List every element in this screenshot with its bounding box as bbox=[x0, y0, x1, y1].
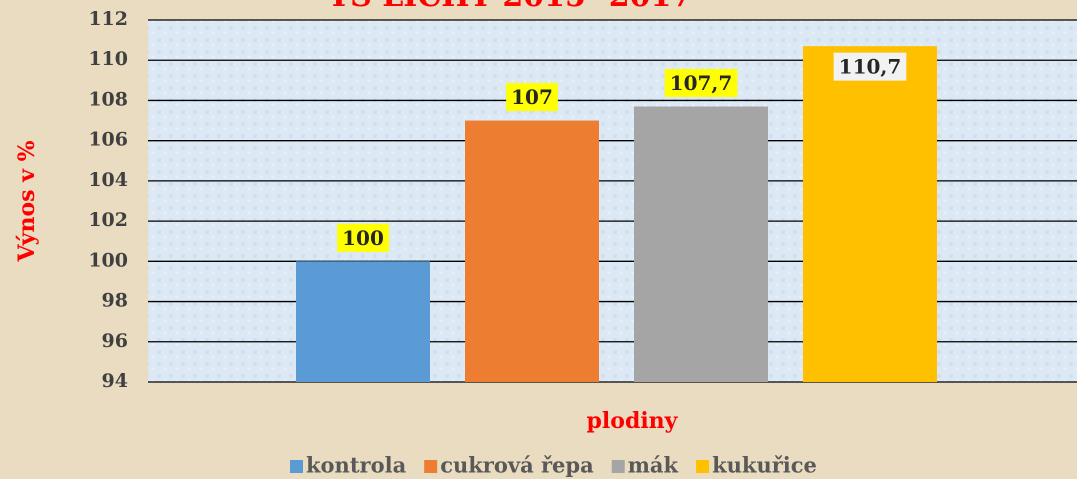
bar bbox=[296, 261, 430, 382]
chart-title: TS LICHT 2015- 2017 bbox=[328, 0, 692, 14]
value-label: 100 bbox=[342, 226, 384, 250]
plot-area bbox=[148, 20, 1077, 382]
y-tick-label: 110 bbox=[88, 48, 128, 70]
legend-label: kontrola bbox=[306, 453, 407, 478]
y-tick-label: 94 bbox=[102, 370, 128, 392]
bar bbox=[465, 120, 599, 383]
legend-label: kukuřice bbox=[712, 453, 817, 478]
y-tick-label: 98 bbox=[102, 290, 128, 312]
y-tick-label: 104 bbox=[88, 169, 128, 191]
y-tick-label: 100 bbox=[88, 249, 128, 271]
legend-label: mák bbox=[628, 453, 679, 478]
y-tick-label: 112 bbox=[88, 8, 128, 30]
y-tick-label: 102 bbox=[88, 209, 128, 231]
legend-swatch bbox=[696, 460, 710, 473]
y-tick-label: 106 bbox=[88, 129, 128, 151]
value-label-bg bbox=[664, 68, 738, 97]
legend-swatch bbox=[611, 460, 625, 473]
value-label: 107 bbox=[511, 85, 553, 109]
value-label-bg bbox=[337, 223, 389, 252]
value-label-bg bbox=[506, 83, 558, 112]
legend-swatch bbox=[424, 460, 438, 473]
y-tick-label: 108 bbox=[88, 88, 128, 110]
value-label-bg bbox=[833, 52, 907, 81]
value-label: 110,7 bbox=[839, 55, 902, 79]
bar bbox=[803, 46, 937, 383]
value-label: 107,7 bbox=[670, 71, 733, 95]
y-tick-label: 96 bbox=[102, 330, 128, 352]
bar bbox=[634, 106, 768, 382]
legend-swatch bbox=[290, 460, 303, 473]
x-axis-title: plodiny bbox=[587, 408, 679, 434]
legend-label: cukrová řepa bbox=[440, 453, 594, 478]
y-axis-title: Výnos v % bbox=[14, 140, 40, 262]
